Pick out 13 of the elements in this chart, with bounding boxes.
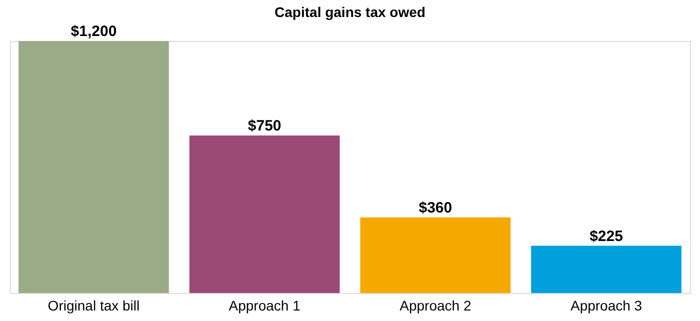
x-tick-label: Original tax bill	[48, 298, 140, 314]
data-label: $225	[590, 228, 623, 245]
bar	[189, 136, 340, 293]
bar	[360, 217, 511, 293]
bar	[18, 41, 169, 293]
chart-title: Capital gains tax owed	[274, 4, 426, 20]
x-tick-label: Approach 3	[570, 298, 642, 314]
data-label: $360	[418, 199, 452, 216]
bar	[531, 246, 682, 293]
data-label: $750	[248, 118, 282, 134]
x-tick-label: Approach 2	[400, 298, 472, 314]
x-tick-label: Approach 1	[228, 298, 301, 314]
data-label: $1,200	[70, 23, 117, 40]
